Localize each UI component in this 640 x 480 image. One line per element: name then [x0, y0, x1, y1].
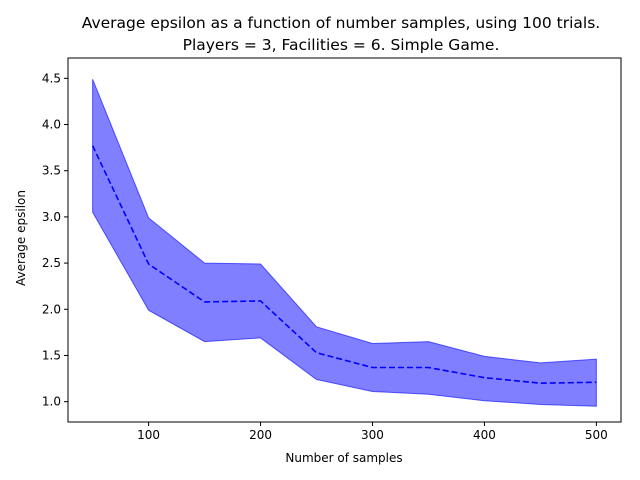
x-tick-label: 500	[585, 428, 608, 442]
y-tick-label: 1.5	[42, 348, 61, 362]
y-axis-label: Average epsilon	[14, 190, 28, 286]
y-tick-label: 4.0	[42, 118, 61, 132]
chart-title-line-1: Average epsilon as a function of number …	[82, 14, 601, 32]
plot-area	[67, 57, 622, 423]
confidence-band	[92, 79, 597, 407]
y-tick-label: 1.0	[42, 395, 61, 409]
x-tick-label: 200	[249, 428, 272, 442]
y-tick-label: 3.0	[42, 210, 61, 224]
axes-frame	[67, 57, 622, 423]
series-line-0	[91, 145, 597, 385]
y-axis: 1.0 1.5 2.0 2.5 3.0 3.5 4.0 4.5	[42, 71, 68, 409]
y-tick-label: 2.5	[42, 256, 61, 270]
x-tick-label: 300	[361, 428, 384, 442]
x-axis: 100 200 300 400 500	[137, 422, 608, 442]
x-axis-label: Number of samples	[285, 451, 402, 465]
x-tick-label: 400	[473, 428, 496, 442]
y-tick-label: 3.5	[42, 164, 61, 178]
x-tick-label: 100	[137, 428, 160, 442]
chart-title-line-2: Players = 3, Facilities = 6. Simple Game…	[183, 36, 500, 54]
y-tick-label: 4.5	[42, 71, 61, 85]
y-tick-label: 2.0	[42, 302, 61, 316]
